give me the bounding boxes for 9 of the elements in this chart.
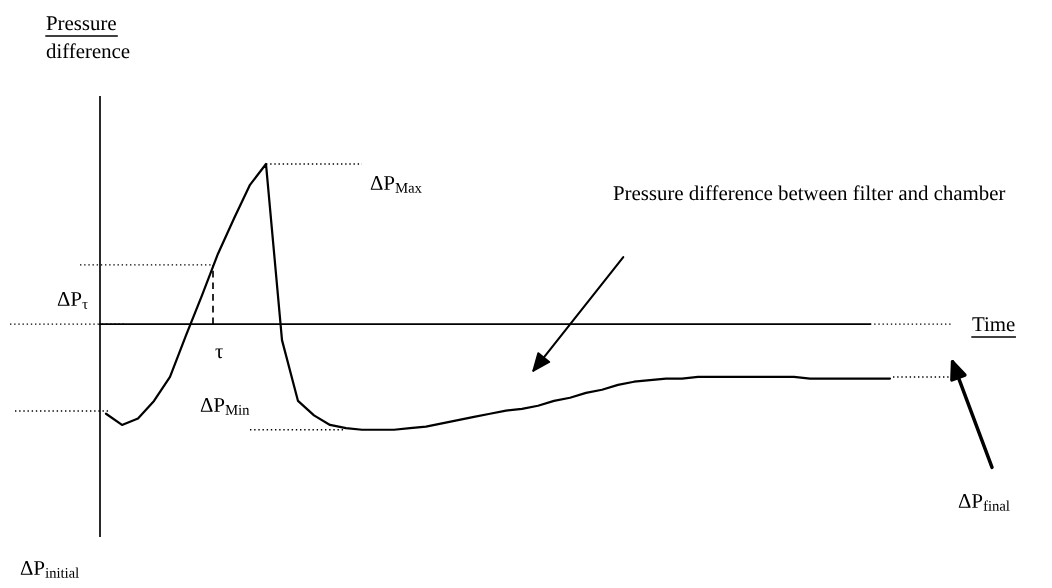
- text: ΔP$_{final}$: [958, 494, 1010, 511]
- text: Pressure difference: [46, 16, 130, 59]
- text: ΔP$_{initial}$: [20, 561, 79, 578]
- annotation: τ: [215, 348, 223, 359]
- x-axis-title: Time: [972, 317, 1015, 332]
- annotation: Pressure difference between filter and chamber: [613, 185, 1006, 201]
- ref-line-label: ΔP$_{Min}$: [200, 398, 250, 415]
- ref-line-label: ΔP$_{Max}$: [370, 176, 422, 193]
- ref-line-label: ΔP$_{τ}$: [57, 292, 88, 309]
